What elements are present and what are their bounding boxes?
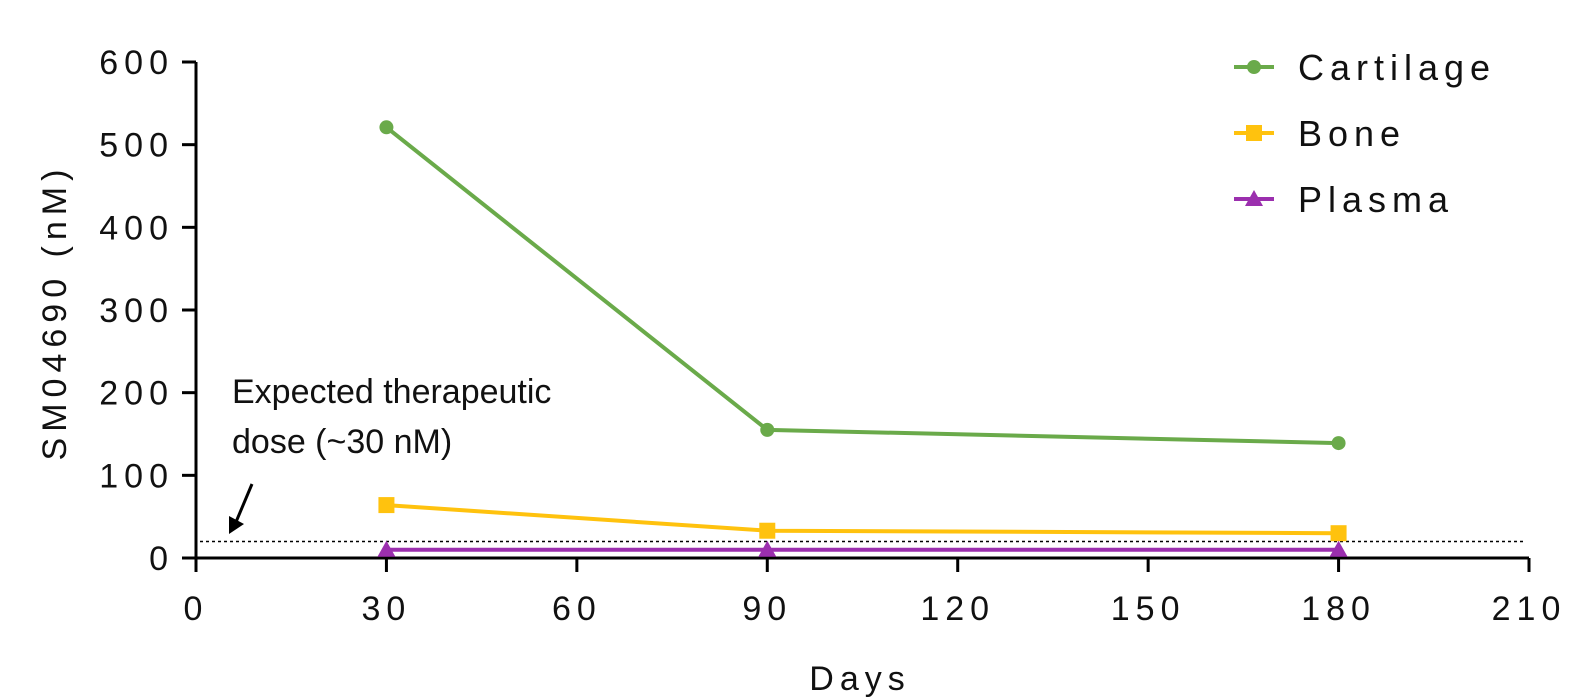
y-axis-title: SM04690 (nM) [36, 164, 74, 461]
x-tick-label: 60 [552, 590, 602, 628]
annotation: Expected therapeutic dose (~30 nM) [229, 373, 551, 534]
legend-label: Plasma [1298, 179, 1454, 220]
legend-label: Bone [1298, 113, 1406, 154]
legend-item-cartilage: Cartilage [1234, 47, 1496, 88]
y-tick-label: 300 [99, 292, 174, 330]
x-tick-label: 120 [920, 590, 995, 628]
y-tick-label: 600 [99, 44, 174, 82]
x-tick-label: 210 [1492, 590, 1567, 628]
x-tick-label: 30 [362, 590, 412, 628]
legend: Cartilage Bone Plasma [1234, 47, 1496, 220]
y-tick-label: 200 [99, 375, 174, 413]
x-tick-label: 0 [184, 590, 209, 628]
series-line-bone [386, 503, 1339, 536]
annotation-arrow-head [229, 516, 244, 534]
legend-marker [1247, 60, 1261, 74]
x-tick-label: 150 [1111, 590, 1186, 628]
legend-marker [1246, 125, 1262, 141]
y-tick-label: 0 [149, 540, 174, 578]
y-tick-label: 100 [99, 457, 174, 495]
data-point-plasma [758, 540, 777, 557]
data-point-bone [759, 522, 776, 539]
y-tick-label: 500 [99, 127, 174, 165]
x-axis: 0 30 60 90 120 150 180 210 [184, 556, 1567, 628]
annotation-line: Expected therapeutic [232, 373, 551, 411]
data-point-cartilage [760, 422, 775, 437]
legend-item-plasma: Plasma [1234, 179, 1454, 220]
data-point-plasma [377, 540, 396, 557]
legend-marker [1245, 190, 1263, 206]
annotation-arrow-shaft [234, 483, 254, 523]
series-cartilage [379, 120, 1346, 451]
annotation-line: dose (~30 nM) [232, 423, 452, 461]
legend-item-bone: Bone [1234, 113, 1406, 154]
data-point-cartilage [379, 120, 394, 135]
y-tick-label: 400 [99, 209, 174, 247]
x-axis-title: Days [809, 660, 910, 698]
x-tick-label: 180 [1301, 590, 1376, 628]
legend-label: Cartilage [1298, 47, 1496, 88]
series-bone [378, 497, 1347, 542]
data-point-bone [378, 497, 395, 514]
series-group [377, 120, 1348, 557]
data-point-cartilage [1331, 436, 1346, 451]
x-tick-label: 90 [742, 590, 792, 628]
y-axis: 0 100 200 300 400 500 600 [99, 44, 198, 578]
series-plasma [377, 540, 1348, 557]
data-point-plasma [1329, 540, 1348, 557]
data-point-bone [1330, 525, 1347, 542]
